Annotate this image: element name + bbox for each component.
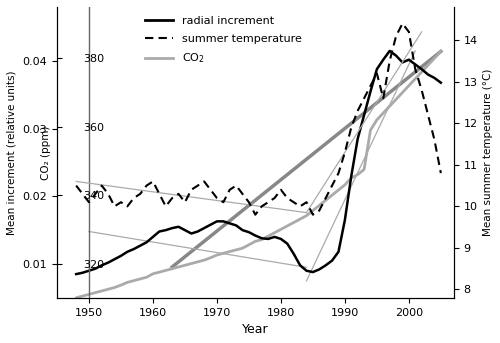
X-axis label: Year: Year (242, 323, 268, 336)
Legend: radial increment, summer temperature, CO$_2$: radial increment, summer temperature, CO… (142, 12, 305, 69)
Y-axis label: CO₂ (ppm): CO₂ (ppm) (42, 125, 51, 179)
Y-axis label: Mean increment (relative units): Mean increment (relative units) (7, 70, 17, 235)
Y-axis label: Mean summer temperature (°C): Mean summer temperature (°C) (483, 69, 493, 236)
